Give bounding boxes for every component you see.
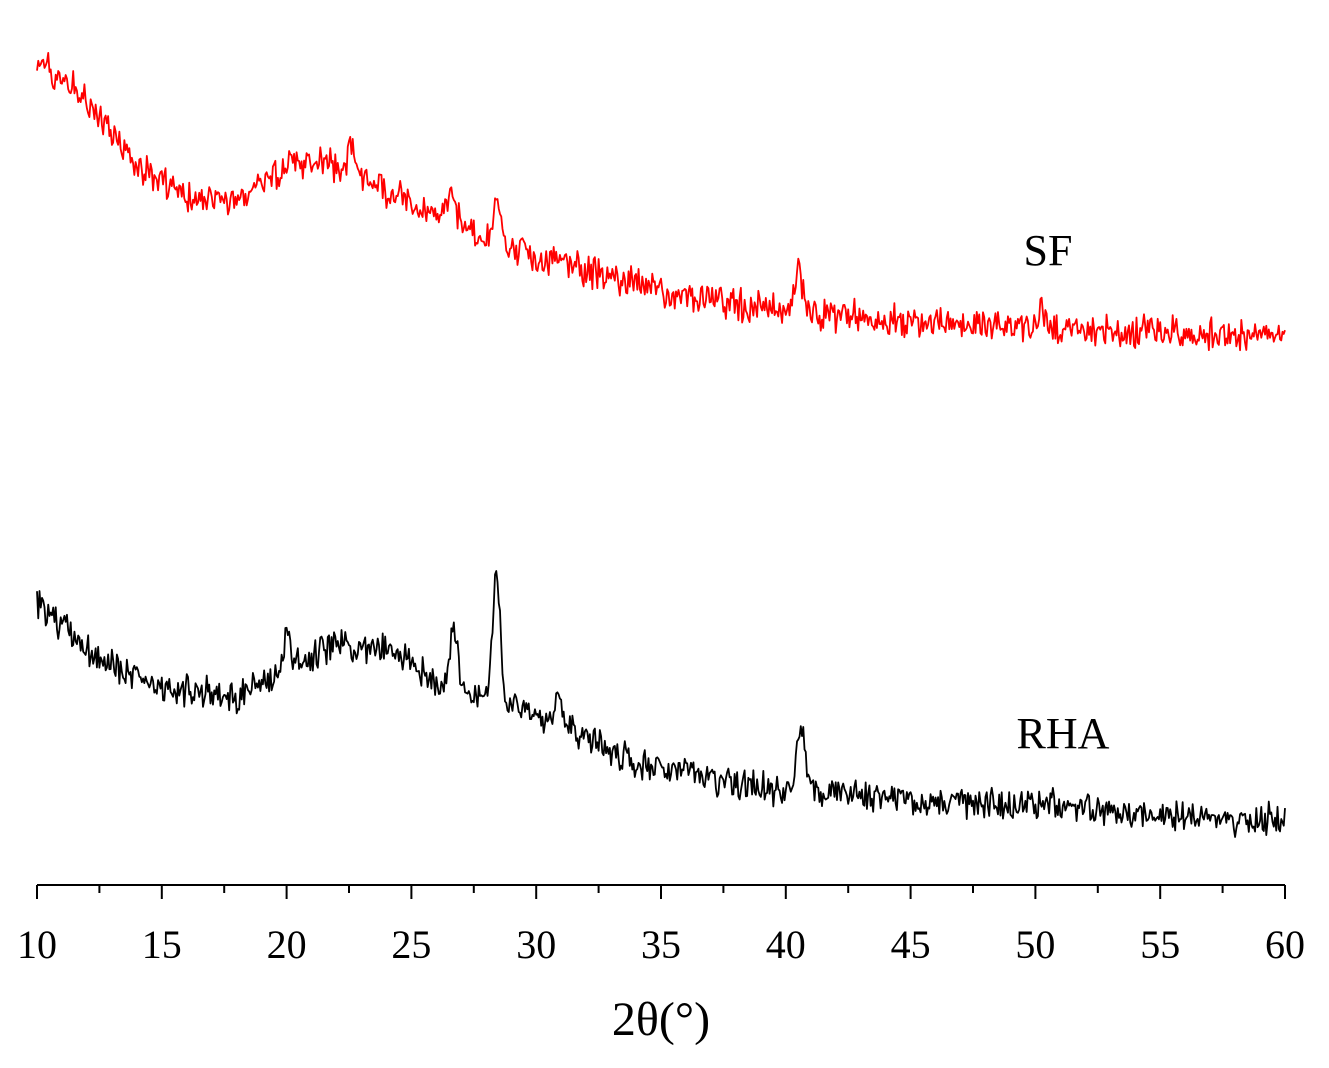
x-tick-label: 50: [1015, 922, 1055, 967]
series-label-rha: RHA: [1017, 709, 1110, 758]
x-tick-label: 40: [766, 922, 806, 967]
x-tick-label: 60: [1265, 922, 1305, 967]
x-tick-label: 30: [516, 922, 556, 967]
series-line-rha: [36, 570, 1286, 838]
x-tick-label: 10: [17, 922, 57, 967]
x-tick-label: 20: [267, 922, 307, 967]
series-line-sf: [36, 51, 1286, 352]
x-ticks: 10 15 20 25 30 35 40 45 50 55 60: [17, 885, 1305, 967]
x-axis-title: 2θ(°): [612, 993, 710, 1046]
series-label-sf: SF: [1024, 226, 1073, 275]
series-labels: SF RHA: [1017, 226, 1110, 758]
x-tick-label: 35: [641, 922, 681, 967]
series-layer: [36, 51, 1286, 838]
x-tick-label: 15: [142, 922, 182, 967]
x-tick-label: 45: [891, 922, 931, 967]
x-tick-label: 25: [391, 922, 431, 967]
x-tick-label: 55: [1140, 922, 1180, 967]
